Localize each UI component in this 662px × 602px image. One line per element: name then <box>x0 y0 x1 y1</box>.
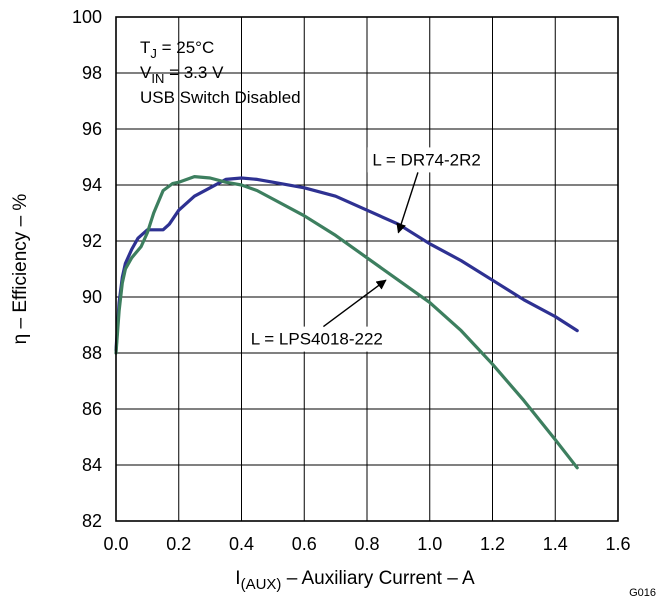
x-tick-label: 1.4 <box>543 534 568 554</box>
x-tick-label: 0.8 <box>354 534 379 554</box>
y-tick-label: 100 <box>72 7 102 27</box>
series-line <box>114 175 579 470</box>
x-tick-label: 1.0 <box>417 534 442 554</box>
x-tick-label: 0.0 <box>103 534 128 554</box>
series-label-background <box>367 147 486 173</box>
x-tick-label: 0.2 <box>166 534 191 554</box>
x-axis-title: I(AUX) – Auxiliary Current – A <box>235 568 475 593</box>
series-line <box>114 176 579 352</box>
series-label-background <box>245 326 388 352</box>
series-label: L = DR74-2R2 <box>372 150 481 169</box>
series-label: L = LPS4018-222 <box>251 330 383 349</box>
y-axis-title: η – Efficiency – % <box>10 194 31 345</box>
annotations: L = DR74-2R2 L = LPS4018-222 <box>245 147 486 352</box>
x-tick-label: 0.6 <box>292 534 317 554</box>
y-tick-label: 84 <box>82 455 102 475</box>
plot-area-frame <box>115 16 619 522</box>
y-tick-label: 96 <box>82 119 102 139</box>
series-lines <box>114 175 579 470</box>
figure-code: G016 <box>629 587 656 599</box>
y-tick-label: 92 <box>82 231 102 251</box>
x-tick-label: 1.2 <box>480 534 505 554</box>
y-tick-label: 94 <box>82 175 102 195</box>
test-conditions: TJ = 25°C VIN = 3.3 V USB Switch Disabled <box>140 38 301 107</box>
series-label-arrow <box>396 172 419 234</box>
grid <box>115 16 619 522</box>
y-tick-label: 98 <box>82 63 102 83</box>
x-tick-label: 0.4 <box>229 534 254 554</box>
series-label-arrow <box>322 279 387 328</box>
y-tick-label: 82 <box>82 511 102 531</box>
x-tick-label: 1.6 <box>605 534 630 554</box>
tick-labels: 0.0 0.2 0.4 0.6 0.8 1.0 1.2 1.4 1.6 82 84 86 88 90 92 9… <box>72 7 631 554</box>
y-tick-label: 86 <box>82 399 102 419</box>
y-tick-label: 90 <box>82 287 102 307</box>
y-tick-label: 88 <box>82 343 102 363</box>
